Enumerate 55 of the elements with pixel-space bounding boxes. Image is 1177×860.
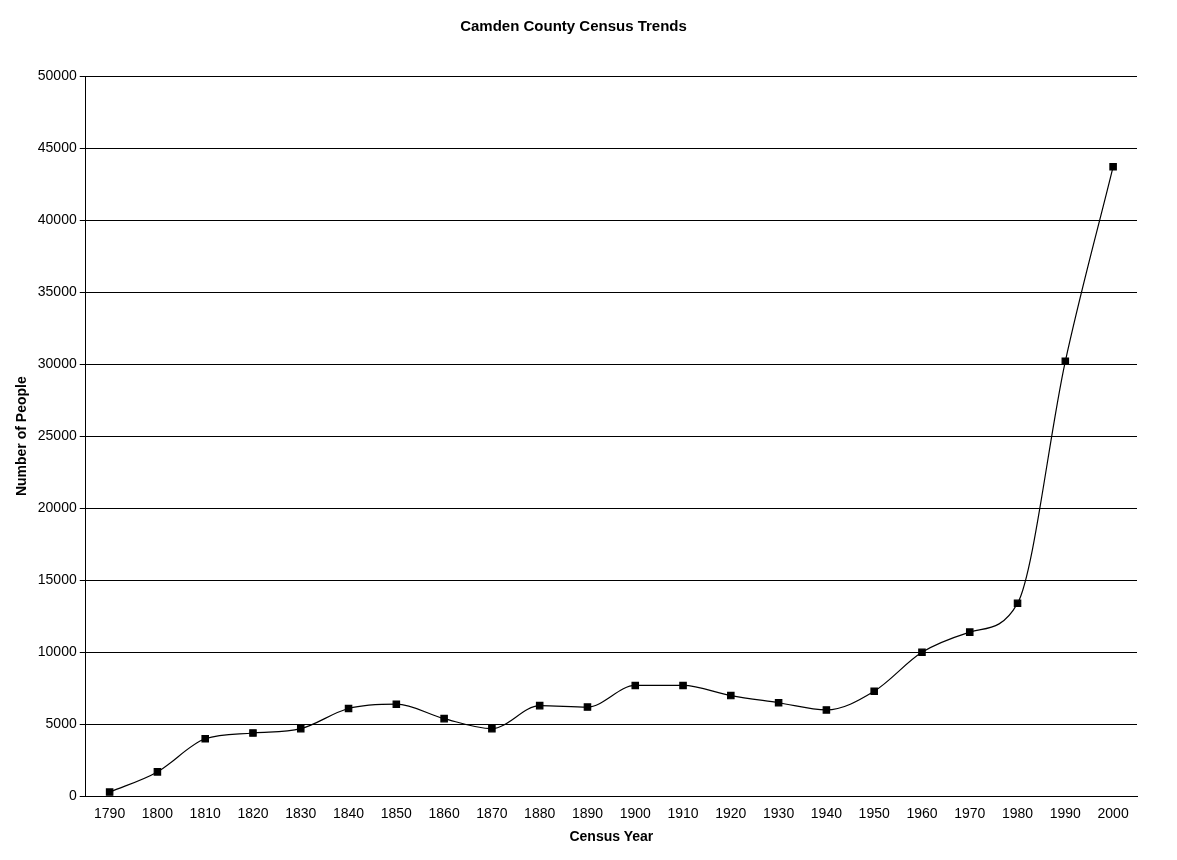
x-tick-label: 1890 xyxy=(571,804,604,821)
point xyxy=(918,648,926,657)
y-tick-label: 15000 xyxy=(37,571,77,588)
y-tick-label: 40000 xyxy=(37,210,77,227)
x-tick-label: 1980 xyxy=(1001,804,1034,821)
point xyxy=(1109,162,1117,171)
point xyxy=(583,703,592,711)
point xyxy=(392,700,401,708)
point xyxy=(631,681,640,690)
point xyxy=(965,628,974,636)
x-tick-label: 1840 xyxy=(332,804,365,821)
x-tick-label: 1950 xyxy=(858,804,890,821)
x-tick-label: 1820 xyxy=(237,804,269,821)
point xyxy=(296,724,305,733)
y-tick-label: 20000 xyxy=(37,499,77,516)
point xyxy=(774,698,783,707)
point xyxy=(727,691,735,700)
x-tick-label: 1790 xyxy=(94,804,126,821)
point xyxy=(249,729,257,737)
x-tick-label: 2000 xyxy=(1097,804,1129,821)
x-tick-label: 1960 xyxy=(906,804,938,821)
x-tick-label: 1920 xyxy=(715,804,747,821)
x-tick-label: 1930 xyxy=(763,804,795,821)
x-tick-label: 1900 xyxy=(619,804,652,821)
y-tick-label: 5000 xyxy=(45,715,77,732)
x-tick-label: 1810 xyxy=(189,804,221,821)
y-tick-label: 30000 xyxy=(37,355,77,372)
point xyxy=(822,706,831,714)
point xyxy=(201,734,209,743)
x-tick-label: 1870 xyxy=(476,804,508,821)
x-tick-label: 1910 xyxy=(667,804,699,821)
point xyxy=(105,788,114,796)
y-tick-label: 10000 xyxy=(37,643,77,660)
x-tick-label: 1880 xyxy=(524,804,556,821)
y-tick-label: 0 xyxy=(68,787,77,804)
x-axis-title: Census Year xyxy=(569,828,654,845)
x-tick-label: 1830 xyxy=(285,804,317,821)
y-tick-label: 25000 xyxy=(37,427,77,444)
x-tick-label: 1800 xyxy=(141,804,174,821)
chart-title: Camden County Census Trends xyxy=(460,17,687,35)
point xyxy=(440,714,448,723)
y-tick-label: 45000 xyxy=(37,138,77,155)
point xyxy=(153,768,162,776)
y-tick-label: 35000 xyxy=(37,282,77,299)
x-tick-label: 1940 xyxy=(810,804,843,821)
point xyxy=(488,724,496,733)
x-tick-label: 1850 xyxy=(380,804,413,821)
point xyxy=(535,701,544,710)
x-tick-label: 1990 xyxy=(1049,804,1082,821)
y-tick-label: 50000 xyxy=(37,66,77,83)
point xyxy=(679,681,687,690)
point xyxy=(870,687,878,695)
y-axis-title: Number of People xyxy=(13,376,30,497)
x-tick-label: 1970 xyxy=(954,804,986,821)
x-tick-label: 1860 xyxy=(428,804,460,821)
